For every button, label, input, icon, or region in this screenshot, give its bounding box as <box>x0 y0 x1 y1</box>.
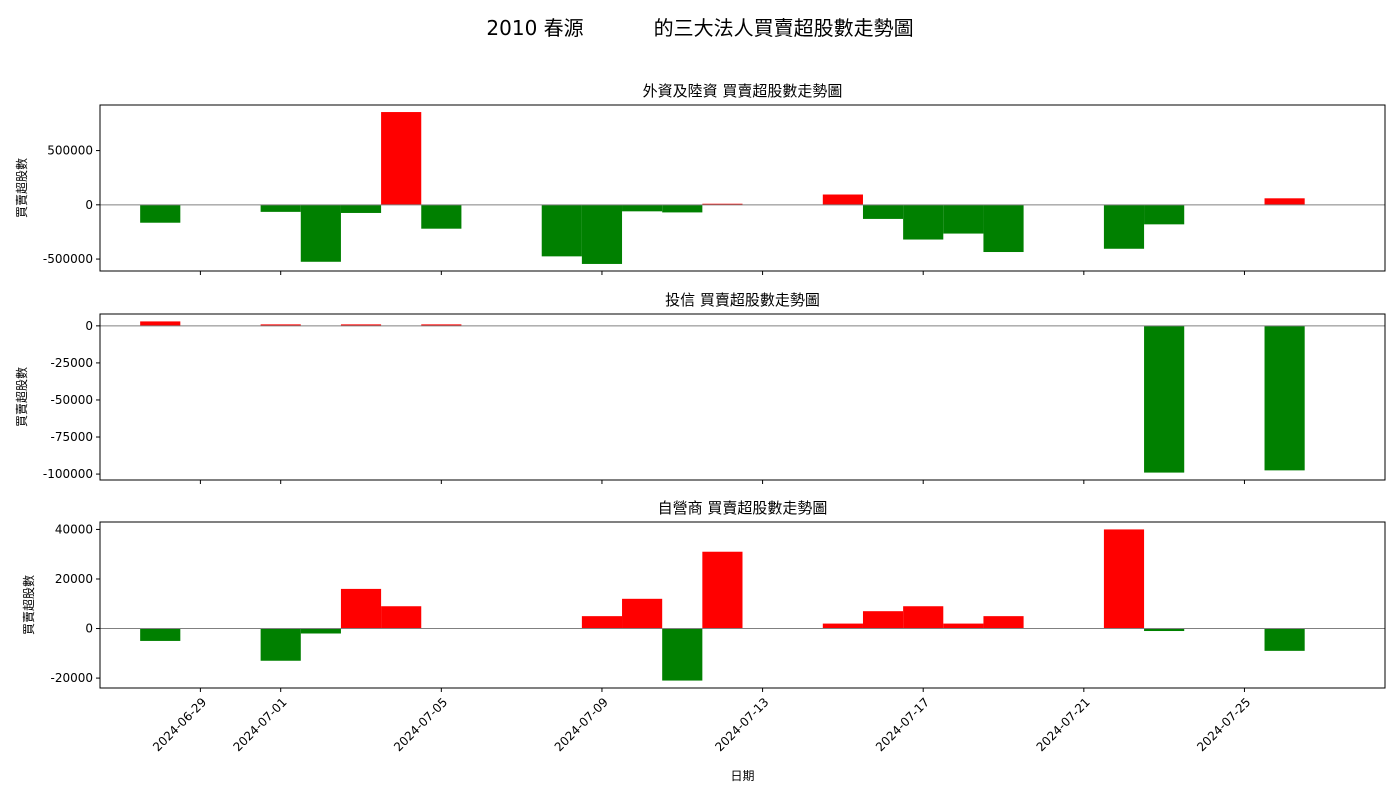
y-tick-label: 40000 <box>55 522 93 536</box>
bar <box>260 628 301 661</box>
bar <box>662 628 703 681</box>
x-tick-label: 2024-06-29 <box>150 695 209 754</box>
y-tick-label: -75000 <box>50 430 93 444</box>
bar <box>983 616 1024 629</box>
x-tick-label: 2024-07-09 <box>552 695 611 754</box>
y-axis-label: 買賣超股數 <box>14 158 29 218</box>
bar <box>381 606 422 629</box>
bar <box>903 204 944 240</box>
bar <box>581 616 623 629</box>
bar <box>340 204 382 213</box>
bar <box>541 204 582 257</box>
y-tick-label: 0 <box>85 198 93 212</box>
bar <box>421 204 462 229</box>
bar <box>300 204 341 262</box>
y-tick-label: -25000 <box>50 356 93 370</box>
bar <box>1144 204 1185 225</box>
bar <box>381 112 422 205</box>
bar <box>943 204 984 234</box>
y-tick-label: 0 <box>85 319 93 333</box>
bar <box>140 204 181 223</box>
bar <box>581 204 623 264</box>
bar <box>1264 198 1305 205</box>
bar <box>140 628 181 641</box>
bar <box>702 203 743 205</box>
bar <box>862 204 904 219</box>
subplot-title: 外資及陸資 買賣超股數走勢圖 <box>643 82 843 100</box>
y-tick-label: -100000 <box>43 467 93 481</box>
plot-frame <box>99 521 1386 689</box>
figure-title: 2010 春源 的三大法人買賣超股數走勢圖 <box>486 16 914 40</box>
bar <box>822 194 863 205</box>
x-axis-label: 日期 <box>730 769 754 783</box>
x-tick-label: 2024-07-17 <box>873 695 932 754</box>
bar <box>1144 628 1185 632</box>
y-tick-label: 20000 <box>55 572 93 586</box>
y-tick-label: 0 <box>85 622 93 636</box>
y-tick-label: -50000 <box>50 393 93 407</box>
bar <box>862 611 904 629</box>
bar <box>1103 204 1145 249</box>
bar <box>1103 529 1145 629</box>
bar <box>903 606 944 629</box>
bar <box>140 321 181 326</box>
plot-frame <box>99 313 1386 481</box>
y-axis-label: 買賣超股數 <box>14 367 29 427</box>
x-tick-label: 2024-07-25 <box>1194 695 1253 754</box>
bar <box>822 623 863 629</box>
x-tick-label: 2024-07-01 <box>230 695 289 754</box>
bar <box>622 204 663 212</box>
bar <box>662 204 703 213</box>
y-tick-label: -500000 <box>43 252 93 266</box>
x-tick-label: 2024-07-21 <box>1034 695 1093 754</box>
bar <box>1264 628 1305 651</box>
bar <box>1144 325 1185 473</box>
x-tick-label: 2024-07-13 <box>712 695 771 754</box>
y-tick-label: -20000 <box>50 671 93 685</box>
bar <box>340 324 382 326</box>
bar <box>1264 325 1305 471</box>
bar <box>421 324 462 326</box>
subplot-title: 投信 買賣超股數走勢圖 <box>665 291 820 309</box>
bar <box>983 204 1024 253</box>
bar <box>300 628 341 634</box>
y-tick-label: 500000 <box>47 144 93 158</box>
bar <box>943 623 984 629</box>
bar <box>340 588 382 629</box>
subplot-2: -100000 -75000 -50000 -25000 0 投信 買賣超股數走勢圖買賣超… <box>14 291 1386 484</box>
bar <box>622 598 663 629</box>
bar <box>260 324 301 326</box>
bar <box>702 551 743 629</box>
y-axis-label: 買賣超股數 <box>21 575 36 635</box>
subplot-title: 自營商 買賣超股數走勢圖 <box>658 499 828 517</box>
bar <box>260 204 301 212</box>
x-tick-label: 2024-07-05 <box>391 695 450 754</box>
plot-frame <box>99 104 1386 272</box>
